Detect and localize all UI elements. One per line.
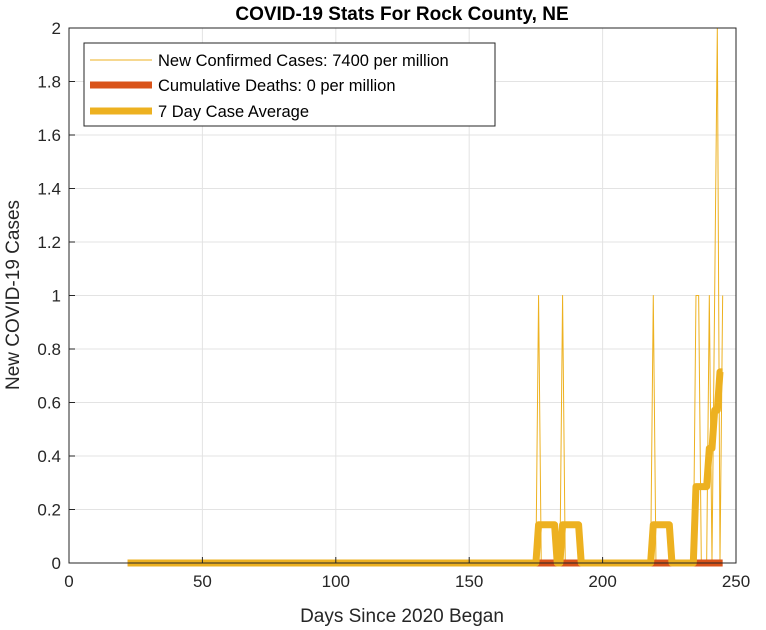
x-tick-label: 200 [588,572,616,591]
y-axis-ticks: 0 0.2 0.4 0.6 0.8 1 1.2 1.4 1.6 1.8 2 [37,19,75,573]
y-tick-label: 0.2 [37,501,61,520]
x-tick-label: 50 [193,572,212,591]
y-tick-label: 1.6 [37,126,61,145]
x-axis-ticks: 0 50 100 150 200 250 [64,557,750,591]
x-tick-label: 150 [455,572,483,591]
x-tick-label: 250 [722,572,750,591]
legend-label-7day-average: 7 Day Case Average [158,103,309,121]
chart-title: COVID-19 Stats For Rock County, NE [235,4,568,25]
x-axis-label: Days Since 2020 Began [300,606,504,627]
legend-box [83,42,496,127]
legend-label-deaths: Cumulative Deaths: 0 per million [158,77,396,95]
y-tick-label: 0.8 [37,340,61,359]
y-tick-label: 1.8 [37,73,61,92]
legend-label-new-cases: New Confirmed Cases: 7400 per million [158,52,449,70]
y-tick-label: 1 [52,287,61,306]
y-tick-label: 1.4 [37,180,61,199]
y-tick-label: 1.2 [37,233,61,252]
y-tick-label: 0.6 [37,394,61,413]
y-tick-label: 0 [52,554,61,573]
y-tick-label: 0.4 [37,447,61,466]
legend: New Confirmed Cases: 7400 per million Cu… [83,42,496,127]
y-axis-label: New COVID-19 Cases [3,200,24,390]
x-tick-label: 0 [64,572,73,591]
y-tick-label: 2 [52,19,61,38]
series-7day-average [127,368,724,567]
x-tick-label: 100 [322,572,350,591]
